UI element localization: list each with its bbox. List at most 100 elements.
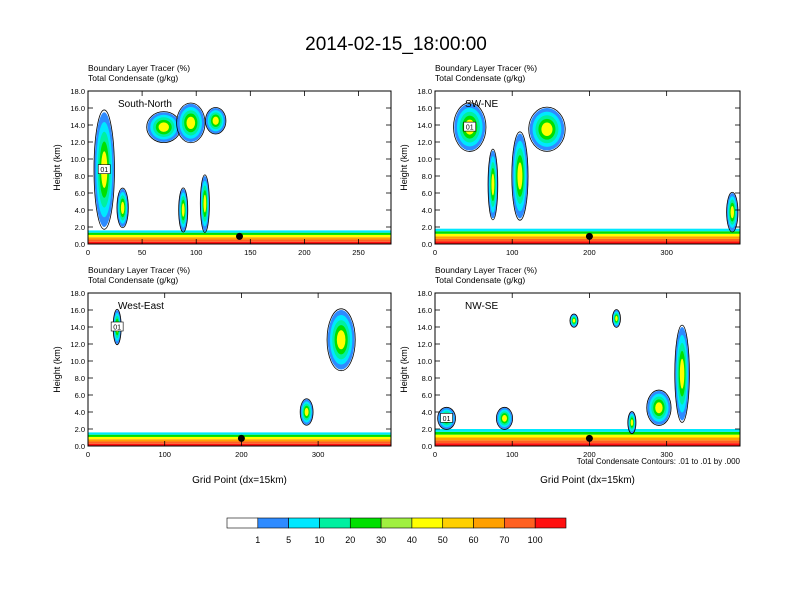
- location-marker: [237, 434, 245, 442]
- x-tick-label: 100: [158, 450, 171, 459]
- contour-label-box: [110, 321, 124, 332]
- contour-label-box: [97, 164, 111, 174]
- boundary-layer-band: [88, 241, 391, 244]
- x-tick-label: 300: [312, 450, 325, 459]
- panel-subtitle-tracer: Boundary Layer Tracer (%): [88, 265, 190, 275]
- panel-subtitle-tracer: Boundary Layer Tracer (%): [435, 63, 537, 73]
- plot-background: [435, 91, 740, 244]
- tracer-plume: [730, 206, 735, 219]
- condensate-contour: [646, 389, 672, 426]
- colorbar-swatch: [226, 517, 259, 529]
- panel-top-right: Boundary Layer Tracer (%)Total Condensat…: [399, 63, 741, 257]
- y-tick-label: 0.0: [422, 240, 432, 249]
- y-tick-label: 4.0: [75, 408, 85, 417]
- y-axis-label: Height (km): [52, 144, 62, 191]
- boundary-layer-band: [435, 238, 740, 242]
- y-axis-label: Height (km): [399, 346, 409, 393]
- y-tick-label: 12.0: [417, 340, 432, 349]
- x-tick-label: 200: [583, 248, 596, 257]
- panel-top-left: Boundary Layer Tracer (%)Total Condensat…: [52, 63, 392, 257]
- y-tick-label: 16.0: [417, 306, 432, 315]
- location-marker: [236, 232, 243, 240]
- colorbar-label: 30: [376, 535, 386, 545]
- condensate-contour: [176, 102, 206, 144]
- x-tick-label: 200: [298, 248, 311, 257]
- y-tick-label: 10.0: [70, 155, 85, 164]
- tracer-plume: [181, 203, 185, 217]
- colorbar-label: 70: [499, 535, 509, 545]
- condensate-contour: [437, 406, 456, 430]
- tracer-plume: [336, 330, 346, 350]
- colorbar-label: 1: [255, 535, 260, 545]
- colorbar: 1 5 10 20 30 40 50 60 70 100: [226, 517, 567, 545]
- plot-area: 01: [88, 293, 391, 446]
- y-tick-label: 4.0: [422, 408, 432, 417]
- condensate-contour: [205, 107, 227, 135]
- condensate-contour: [674, 324, 690, 423]
- tracer-plume: [186, 116, 196, 129]
- x-tick-label: 250: [352, 248, 365, 257]
- plot-background: [435, 293, 740, 446]
- colorbar-swatch: [319, 517, 351, 529]
- figure-title: 2014-02-15_18:00:00: [305, 34, 487, 55]
- y-tick-label: 4.0: [75, 206, 85, 215]
- condensate-contour: [178, 187, 189, 233]
- x-tick-label: 150: [244, 248, 257, 257]
- boundary-layer-band: [435, 228, 740, 232]
- contour-label: 01: [443, 416, 451, 423]
- y-tick-label: 14.0: [70, 323, 85, 332]
- y-tick-label: 10.0: [417, 155, 432, 164]
- plot-background: [88, 91, 391, 244]
- boundary-layer-band: [435, 431, 740, 435]
- x-tick-label: 100: [506, 450, 519, 459]
- panel-bottom-left: Boundary Layer Tracer (%)Total Condensat…: [52, 265, 392, 486]
- section-label: NW-SE: [465, 301, 498, 312]
- condensate-contour: [326, 308, 356, 372]
- y-tick-label: 10.0: [70, 357, 85, 366]
- boundary-layer-band: [435, 231, 740, 234]
- condensate-contour: [627, 411, 637, 435]
- x-tick-label: 100: [506, 248, 519, 257]
- tracer-plume: [541, 122, 553, 137]
- colorbar-swatch: [411, 517, 444, 529]
- tracer-plume: [304, 407, 309, 417]
- boundary-layer-band: [88, 443, 391, 446]
- colorbar-label: 10: [314, 535, 324, 545]
- colorbar-label: 20: [345, 535, 355, 545]
- y-tick-label: 18.0: [417, 87, 432, 96]
- y-tick-label: 14.0: [417, 323, 432, 332]
- tracer-plume: [203, 194, 207, 213]
- y-tick-label: 8.0: [75, 172, 85, 181]
- tracer-plume: [158, 122, 169, 132]
- boundary-layer-band: [88, 230, 391, 233]
- y-tick-label: 10.0: [417, 357, 432, 366]
- condensate-contour: [487, 148, 499, 221]
- boundary-layer-band: [88, 441, 391, 444]
- x-tick-label: 0: [433, 248, 437, 257]
- plot-area: 01: [435, 91, 740, 244]
- section-label: SW-NE: [465, 99, 498, 110]
- y-tick-label: 2.0: [75, 425, 85, 434]
- y-tick-label: 8.0: [75, 374, 85, 383]
- condensate-contour: [569, 313, 579, 328]
- colorbar-swatch: [442, 517, 474, 529]
- colorbar-label: 60: [469, 535, 479, 545]
- boundary-layer-band: [435, 429, 740, 432]
- colorbar-swatch: [349, 517, 382, 529]
- colorbar-label: 40: [407, 535, 417, 545]
- x-tick-label: 200: [235, 450, 248, 459]
- x-tick-label: 0: [86, 450, 90, 459]
- boundary-layer-band: [88, 239, 391, 242]
- contour-label: 01: [100, 167, 108, 174]
- tracer-plume: [655, 402, 663, 414]
- y-tick-label: 6.0: [75, 189, 85, 198]
- plot-area: 01: [435, 293, 740, 446]
- colorbar-swatch: [257, 517, 289, 529]
- tracer-plume: [120, 201, 125, 214]
- section-label: West-East: [118, 301, 164, 312]
- y-tick-label: 8.0: [422, 374, 432, 383]
- tracer-plume: [502, 414, 507, 422]
- x-tick-label: 100: [190, 248, 203, 257]
- condensate-contour: [726, 191, 739, 233]
- x-axis-label: Grid Point (dx=15km): [540, 475, 635, 486]
